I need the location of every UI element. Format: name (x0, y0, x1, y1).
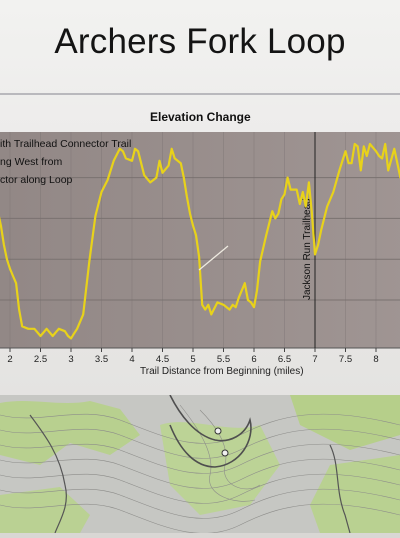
x-tick-label: 7.5 (339, 354, 352, 365)
x-tick-label: 6 (251, 354, 256, 365)
x-tick-label: 6.5 (278, 354, 291, 365)
x-tick-label: 7 (312, 354, 317, 365)
x-tick-label: 4 (129, 354, 134, 365)
x-tick-label: 5 (190, 354, 195, 365)
elevation-chart: 22.533.544.555.566.577.588.5Jackson Run … (0, 0, 400, 395)
map-marker (215, 428, 221, 434)
x-tick-label: 2.5 (34, 354, 47, 365)
annotation-text: ctor along Loop (0, 174, 73, 186)
x-tick-label: 8 (373, 354, 378, 365)
x-tick-label: 5.5 (217, 354, 230, 365)
x-tick-label: 4.5 (156, 354, 169, 365)
annotation-text: ng West from (0, 156, 62, 168)
x-tick-label: 3.5 (95, 354, 108, 365)
x-tick-label: 2 (7, 354, 12, 365)
x-tick-label: 3 (68, 354, 73, 365)
annotation-text: ith Trailhead Connector Trail (0, 138, 131, 150)
topo-map-drawing (0, 395, 400, 533)
map-marker (222, 450, 228, 456)
topographic-map (0, 395, 400, 533)
